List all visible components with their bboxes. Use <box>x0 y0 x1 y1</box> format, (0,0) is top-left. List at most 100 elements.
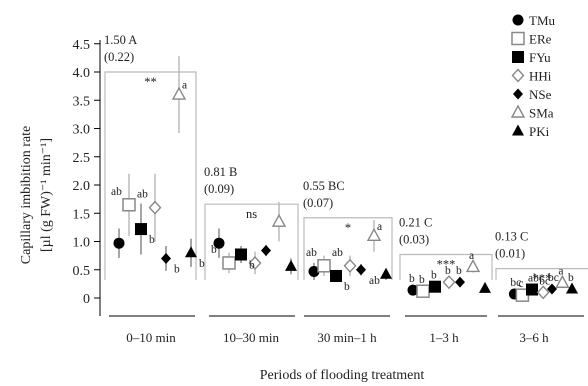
legend-marker-ere <box>511 31 525 46</box>
point-nse <box>161 252 171 264</box>
point-tmu <box>113 237 125 249</box>
y-tick-label: 0.5 <box>73 264 91 279</box>
group-box <box>303 217 393 280</box>
significance-letter: b <box>149 234 155 246</box>
y-tick-label: 0 <box>83 292 90 307</box>
y-tick-label: 2.5 <box>73 151 91 166</box>
significance-letter: b <box>199 258 205 270</box>
chart-text: ** 1.50 A (0.22) ns 0.81 B (0.09) * 0.55 BC (0.0… <box>104 33 574 293</box>
legend-marker-nse <box>513 88 523 100</box>
axis-layer: 0 0.5 1.0 1.5 2.0 2.5 3.0 3.5 4.0 4.5 0–10 min 10–3… <box>73 38 584 345</box>
y-tick-label: 4.5 <box>73 38 91 53</box>
point-fyu <box>330 269 342 282</box>
y-axis-title-line2: [µl (g FW)⁻¹ min⁻¹] <box>39 138 54 252</box>
x-tick-label: 0–10 min <box>126 330 176 345</box>
legend-marker-tmu <box>512 14 524 26</box>
point-ere <box>122 198 136 212</box>
group-se: (0.09) <box>204 182 234 196</box>
legend-marker-hhi <box>511 68 525 83</box>
point-nse <box>547 283 557 295</box>
significance-letter: b <box>456 265 462 277</box>
legend-label: TMu <box>529 13 556 28</box>
point-pki <box>285 259 297 271</box>
legend-label: PKi <box>529 124 550 139</box>
group-box <box>495 268 588 280</box>
point-tmu <box>308 265 320 277</box>
x-tick-label: 3–6 h <box>519 330 549 345</box>
legend: TMu ERe FYu HHi NSe SMa PKi <box>510 13 556 139</box>
point-fyu <box>135 223 147 236</box>
group-box <box>399 253 493 280</box>
y-axis-title-line1: Capillary imbibition rate <box>19 126 34 264</box>
group-mean: 0.13 C <box>495 230 528 244</box>
significance-letter: ab <box>369 275 380 287</box>
significance-letter: b <box>419 274 425 286</box>
point-hhi <box>442 275 456 290</box>
group-boxes <box>104 71 588 280</box>
legend-label: HHi <box>529 69 552 84</box>
significance-letter: b <box>431 270 437 282</box>
group-se: (0.22) <box>104 50 134 64</box>
data-points <box>113 86 578 302</box>
legend-marker-fyu <box>512 51 524 63</box>
significance-letter: c <box>518 278 523 290</box>
significance-letter: bc <box>510 277 521 289</box>
point-pki <box>380 267 392 279</box>
significance-letter: ab <box>111 186 122 198</box>
point-fyu <box>235 248 247 261</box>
legend-marker-pki <box>512 124 524 136</box>
significance-letter: b <box>211 244 217 256</box>
x-tick-label: 30 min–1 h <box>317 330 377 345</box>
significance-letter: b <box>344 281 350 293</box>
significance-letter: a <box>377 221 382 233</box>
significance-letter: b <box>568 272 574 284</box>
point-fyu <box>526 283 538 296</box>
y-tick-label: 2.0 <box>73 179 91 194</box>
y-tick-label: 3.0 <box>73 123 91 138</box>
point-sma <box>465 258 481 273</box>
group-significance: ** <box>144 75 157 89</box>
y-tick-label: 1.5 <box>73 207 91 222</box>
point-sma <box>555 274 570 288</box>
significance-letter: b <box>409 273 415 285</box>
significance-letter: b <box>249 259 255 271</box>
x-tick-label: 10–30 min <box>223 330 279 345</box>
point-pki <box>566 282 578 294</box>
point-hhi <box>343 258 357 273</box>
point-hhi <box>536 285 550 300</box>
significance-letter: ab <box>137 189 148 201</box>
legend-marker-sma <box>510 104 526 118</box>
group-mean: 0.81 B <box>204 165 237 179</box>
group-mean: 0.21 C <box>399 215 432 229</box>
legend-label: ERe <box>529 32 552 47</box>
significance-letter: ab <box>306 247 317 259</box>
point-hhi <box>248 255 262 271</box>
point-sma <box>366 227 382 242</box>
x-axis-title: Periods of flooding treatment <box>260 368 425 383</box>
point-ere <box>416 284 430 298</box>
significance-letter: b <box>445 265 451 277</box>
group-mean: 1.50 A <box>104 33 137 47</box>
x-tick-label: 1–3 h <box>429 330 459 345</box>
group-significance: ns <box>246 207 257 221</box>
point-ere <box>222 256 236 270</box>
group-box <box>204 203 299 280</box>
significance-letter: bc <box>539 275 550 287</box>
point-pki <box>185 246 197 258</box>
group-box <box>104 71 197 280</box>
point-nse <box>455 276 465 288</box>
legend-label: SMa <box>529 106 554 121</box>
group-se: (0.03) <box>399 232 429 246</box>
point-nse <box>356 264 366 276</box>
y-tick-label: 4.0 <box>73 66 91 81</box>
group-mean: 0.55 BC <box>303 179 345 193</box>
error-bars <box>118 56 573 297</box>
significance-letter: a <box>182 80 187 92</box>
point-sma <box>271 213 287 227</box>
point-tmu <box>213 237 225 249</box>
point-hhi <box>148 200 162 215</box>
significance-letter: abc <box>528 273 544 285</box>
group-se: (0.07) <box>303 196 333 210</box>
y-tick-label: 3.5 <box>73 94 91 109</box>
